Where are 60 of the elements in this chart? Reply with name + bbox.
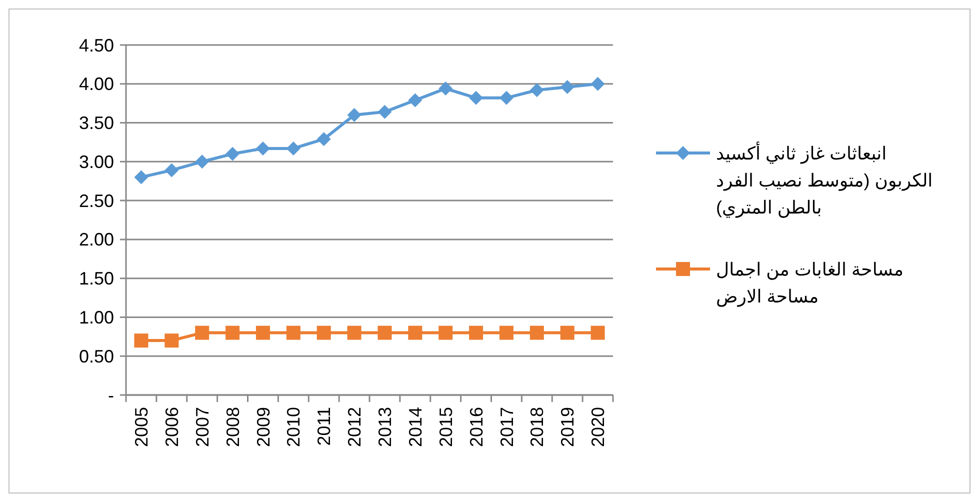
point — [408, 326, 422, 340]
x-tick-label: 2017 — [496, 407, 517, 448]
x-tick-label: 2016 — [466, 407, 486, 448]
x-tick-label: 2007 — [192, 407, 212, 448]
point — [469, 90, 484, 105]
x-tick-label: 2009 — [253, 407, 274, 448]
x-tick-label: 2015 — [436, 407, 456, 448]
point — [347, 326, 362, 340]
point — [256, 141, 270, 156]
point — [378, 104, 392, 119]
x-tick-label: 2005 — [132, 407, 152, 448]
point — [560, 80, 574, 94]
point — [378, 326, 392, 340]
x-tick-label: 2018 — [527, 407, 548, 448]
y-tick-label: 1.50 — [78, 268, 114, 289]
legend-label: مساحة الغابات من اجمال مساحة الارض — [716, 259, 904, 308]
point — [286, 326, 300, 340]
x-tick-label: 2010 — [284, 407, 304, 448]
point — [438, 326, 453, 340]
x-tick-label: 2013 — [375, 407, 396, 448]
point — [530, 83, 544, 98]
y-tick-label: - — [108, 385, 114, 406]
point — [226, 326, 240, 340]
point — [195, 154, 210, 169]
x-tick-label: 2020 — [588, 407, 608, 448]
point — [134, 170, 148, 184]
point — [226, 146, 240, 161]
x-tick-label: 2014 — [405, 407, 426, 448]
y-tick-label: 2.00 — [78, 230, 114, 250]
y-tick-label: 0.50 — [78, 346, 114, 366]
y-tick-label: 4.50 — [78, 35, 114, 56]
point — [164, 163, 179, 178]
legend-label: انبعاثات غاز ثاني أكسيد الكربون (متوسط نصيب الفرد بالطن المتري) — [716, 141, 933, 218]
x-tick-label: 2011 — [314, 407, 334, 446]
point — [195, 326, 210, 340]
y-tick-label: 3.00 — [78, 152, 114, 172]
x-tick-label: 2012 — [344, 407, 365, 448]
y-tick-label: 3.50 — [78, 113, 114, 134]
point — [499, 326, 514, 340]
point — [530, 326, 544, 340]
point — [164, 334, 179, 348]
x-tick-label: 2008 — [222, 407, 243, 448]
point — [347, 108, 362, 122]
point — [438, 82, 453, 96]
y-tick-label: 4.00 — [78, 74, 114, 94]
point — [408, 93, 422, 108]
point — [590, 326, 605, 340]
x-tick-label: 2019 — [558, 407, 578, 448]
point — [469, 326, 484, 340]
point — [560, 326, 574, 340]
point — [316, 132, 331, 146]
x-tick-label: 2006 — [162, 407, 182, 448]
point — [499, 90, 514, 105]
point — [256, 326, 270, 340]
point — [134, 334, 148, 348]
point — [286, 141, 300, 156]
point — [590, 76, 605, 91]
point — [316, 326, 331, 340]
y-tick-label: 2.50 — [78, 190, 114, 211]
y-tick-label: 1.00 — [78, 308, 114, 328]
